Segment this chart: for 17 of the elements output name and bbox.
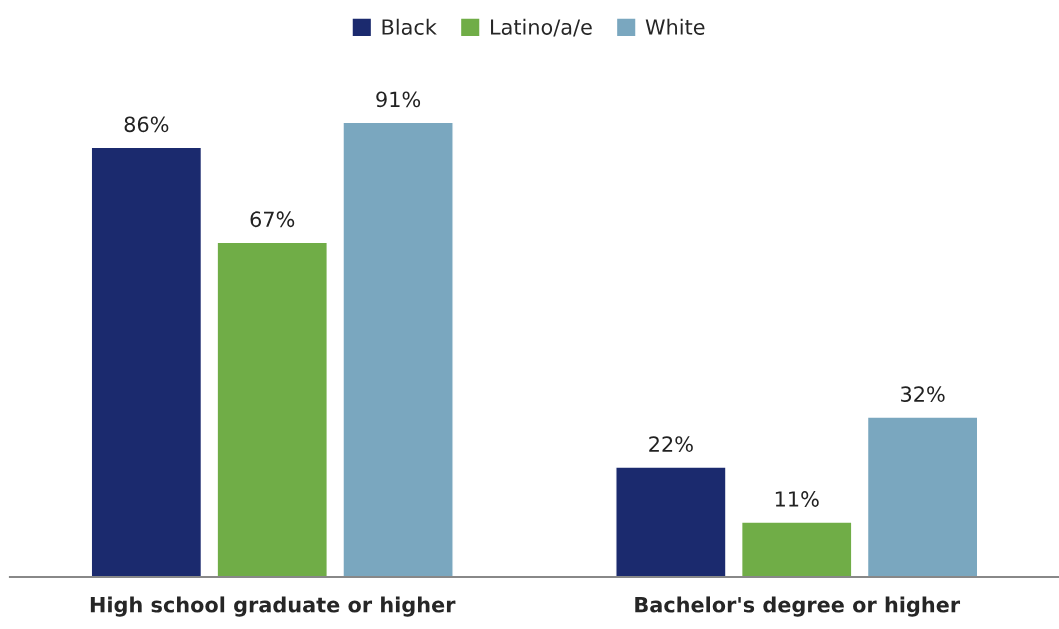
- data-label: 11%: [775, 491, 819, 507]
- data-label: 22%: [649, 436, 693, 452]
- bar: [615, 466, 727, 577]
- bar: [216, 241, 328, 577]
- x-tick-label: Bachelor's degree or higher: [635, 596, 961, 617]
- bar: [90, 146, 203, 577]
- legend-label: White: [645, 18, 705, 35]
- bar: [740, 521, 853, 577]
- data-label: 67%: [250, 211, 295, 228]
- data-label: 86%: [124, 116, 169, 133]
- bar: [342, 121, 454, 577]
- bar: [866, 416, 979, 577]
- legend-label: Black: [382, 18, 437, 35]
- legend-label: Latino/a/e: [491, 18, 592, 37]
- data-label: 91%: [376, 91, 421, 108]
- x-tick-label: High school graduate or higher: [90, 596, 456, 617]
- data-label: 32%: [901, 386, 945, 402]
